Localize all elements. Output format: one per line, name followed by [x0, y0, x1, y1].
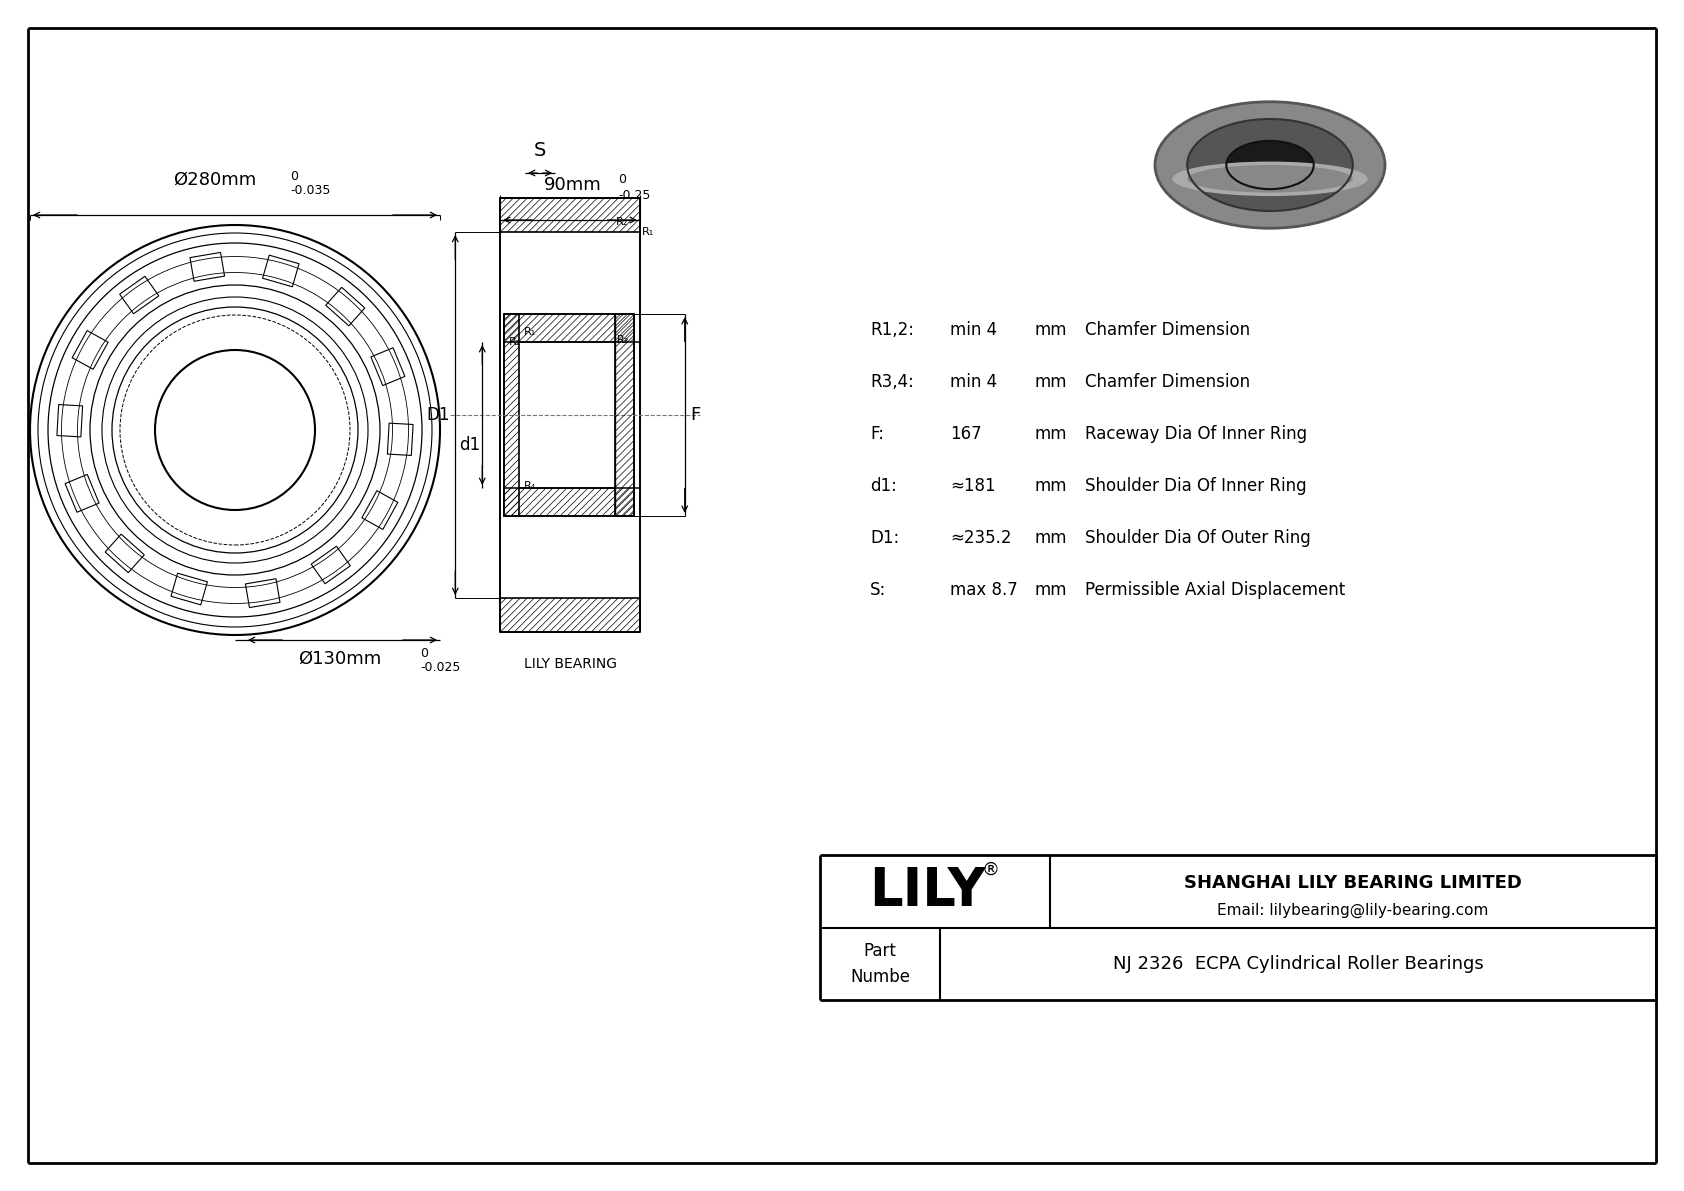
- Text: 0: 0: [290, 170, 298, 183]
- Text: LILY: LILY: [869, 866, 985, 917]
- Text: -0.025: -0.025: [419, 661, 460, 674]
- Bar: [504, 314, 633, 342]
- Text: S: S: [534, 141, 546, 160]
- Text: D1:: D1:: [871, 529, 899, 547]
- Text: F: F: [690, 406, 701, 424]
- Text: Ø130mm: Ø130mm: [298, 650, 382, 668]
- Ellipse shape: [1187, 166, 1352, 193]
- Text: ≈235.2: ≈235.2: [950, 529, 1012, 547]
- Bar: [500, 598, 640, 632]
- Bar: [504, 314, 519, 516]
- Ellipse shape: [1226, 141, 1314, 189]
- Text: LILY BEARING: LILY BEARING: [524, 657, 616, 671]
- Text: ®: ®: [982, 861, 999, 879]
- Text: R1,2:: R1,2:: [871, 322, 914, 339]
- Text: R3,4:: R3,4:: [871, 373, 914, 391]
- Text: mm: mm: [1036, 373, 1068, 391]
- Text: S:: S:: [871, 581, 886, 599]
- Text: R₁: R₁: [642, 227, 653, 237]
- Text: 90mm: 90mm: [544, 176, 601, 194]
- Text: Raceway Dia Of Inner Ring: Raceway Dia Of Inner Ring: [1084, 425, 1307, 443]
- Text: R₃: R₃: [616, 335, 630, 345]
- Text: Email: lilybearing@lily-bearing.com: Email: lilybearing@lily-bearing.com: [1218, 903, 1489, 917]
- Text: mm: mm: [1036, 581, 1068, 599]
- Text: F:: F:: [871, 425, 884, 443]
- Text: -0.25: -0.25: [618, 189, 650, 202]
- Text: Chamfer Dimension: Chamfer Dimension: [1084, 322, 1250, 339]
- Text: R₁: R₁: [524, 328, 537, 337]
- Text: Chamfer Dimension: Chamfer Dimension: [1084, 373, 1250, 391]
- Bar: [615, 314, 633, 516]
- Ellipse shape: [1172, 162, 1367, 197]
- Text: 0: 0: [618, 173, 626, 186]
- Text: Shoulder Dia Of Outer Ring: Shoulder Dia Of Outer Ring: [1084, 529, 1310, 547]
- Bar: [504, 488, 633, 516]
- Text: Part
Numbe: Part Numbe: [850, 942, 909, 985]
- Text: min 4: min 4: [950, 373, 997, 391]
- Text: R₂: R₂: [615, 217, 628, 227]
- Text: 0: 0: [419, 647, 428, 660]
- Ellipse shape: [1187, 119, 1352, 211]
- Text: mm: mm: [1036, 478, 1068, 495]
- Text: D1: D1: [426, 406, 450, 424]
- Text: Permissible Axial Displacement: Permissible Axial Displacement: [1084, 581, 1346, 599]
- Text: d1: d1: [460, 436, 480, 454]
- Text: max 8.7: max 8.7: [950, 581, 1017, 599]
- Text: 167: 167: [950, 425, 982, 443]
- Text: min 4: min 4: [950, 322, 997, 339]
- Text: NJ 2326  ECPA Cylindrical Roller Bearings: NJ 2326 ECPA Cylindrical Roller Bearings: [1113, 955, 1484, 973]
- Ellipse shape: [1155, 101, 1384, 229]
- Text: mm: mm: [1036, 425, 1068, 443]
- Text: d1:: d1:: [871, 478, 898, 495]
- Text: Ø280mm: Ø280mm: [173, 172, 256, 189]
- Text: ≈181: ≈181: [950, 478, 995, 495]
- Text: mm: mm: [1036, 529, 1068, 547]
- Text: Shoulder Dia Of Inner Ring: Shoulder Dia Of Inner Ring: [1084, 478, 1307, 495]
- Text: R₄: R₄: [524, 481, 537, 491]
- Text: -0.035: -0.035: [290, 183, 330, 197]
- Text: SHANGHAI LILY BEARING LIMITED: SHANGHAI LILY BEARING LIMITED: [1184, 874, 1522, 892]
- Text: R₂: R₂: [509, 337, 522, 347]
- Bar: [500, 198, 640, 232]
- Text: mm: mm: [1036, 322, 1068, 339]
